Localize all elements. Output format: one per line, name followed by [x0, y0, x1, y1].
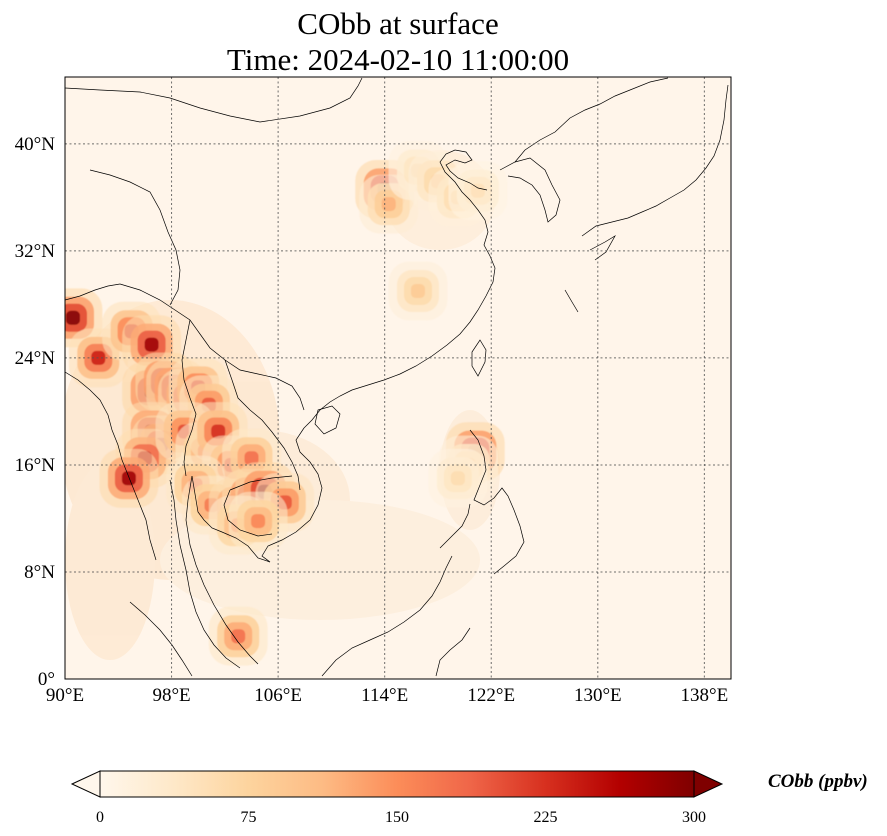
plume-cell — [211, 424, 226, 439]
colorbar: 0 75 150 225 300 CObb (ppbv) — [70, 770, 868, 826]
lat-tick-label: 24°N — [15, 348, 56, 369]
plume-cell — [121, 471, 136, 486]
lon-tick-label: 98°E — [152, 685, 190, 706]
gridlines — [65, 77, 731, 679]
colorbar-tick-label: 300 — [682, 809, 706, 826]
colorbar-tick-label: 0 — [96, 809, 104, 826]
colorbar-extend-min — [70, 770, 101, 798]
lon-tick-label: 114°E — [361, 685, 408, 706]
map-title-line1: CObb at surface — [297, 6, 498, 41]
plume-cell — [411, 284, 425, 298]
lat-tick-label: 16°N — [15, 455, 56, 476]
plume-cell — [470, 183, 485, 198]
colorbar-tick-label: 75 — [241, 809, 257, 826]
lat-tick-label: 8°N — [24, 562, 55, 583]
lon-tick-label: 130°E — [574, 685, 622, 706]
map-panel — [64, 76, 732, 680]
lat-tick-label: 32°N — [15, 241, 56, 262]
lat-tick-labels: 0° 8°N 16°N 24°N 32°N 40°N — [15, 134, 56, 690]
plume-cell — [450, 471, 465, 486]
colorbar-gradient — [99, 770, 695, 798]
plume-cell — [381, 197, 396, 212]
plume-cell — [244, 451, 259, 466]
plume-cell — [231, 629, 246, 644]
colorbar-ticks: 0 75 150 225 300 — [96, 809, 706, 826]
lon-tick-label: 122°E — [467, 685, 515, 706]
plume-cell — [251, 514, 266, 529]
colorbar-label: CObb (ppbv) — [768, 771, 868, 792]
plume-cell — [144, 337, 159, 352]
lon-tick-label: 90°E — [46, 685, 84, 706]
colorbar-tick-label: 225 — [534, 809, 558, 826]
lat-tick-label: 40°N — [15, 134, 56, 155]
coastlines — [65, 77, 729, 677]
lon-tick-label: 138°E — [681, 685, 729, 706]
lon-tick-labels: 90°E 98°E 106°E 114°E 122°E 130°E 138°E — [46, 685, 728, 706]
map-title-line2: Time: 2024-02-10 11:00:00 — [227, 42, 569, 77]
colorbar-tick-label: 150 — [385, 809, 409, 826]
colorbar-extend-max — [693, 770, 724, 798]
lat-tick-label: 0° — [38, 669, 55, 690]
lon-tick-label: 106°E — [254, 685, 302, 706]
plume-cell — [66, 310, 80, 325]
map-frame — [64, 76, 732, 680]
